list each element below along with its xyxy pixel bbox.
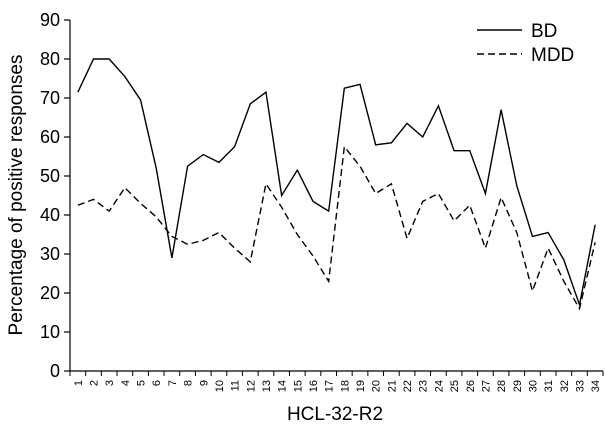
y-tick-label: 80 (40, 49, 60, 69)
series-line-mdd (77, 145, 596, 311)
x-tick-label: 24 (433, 380, 445, 392)
y-tick-label: 20 (40, 283, 60, 303)
x-tick-label: 16 (308, 380, 320, 392)
x-tick-label: 1 (73, 380, 85, 386)
y-tick-label: 30 (40, 244, 60, 264)
x-tick-label: 7 (167, 380, 179, 386)
x-tick-label: 33 (574, 380, 586, 392)
y-tick-label: 60 (40, 127, 60, 147)
legend-mdd-label: MDD (531, 45, 574, 66)
x-tick-label: 12 (245, 380, 257, 392)
x-tick-label: 28 (496, 380, 508, 392)
x-tick-label: 19 (355, 380, 367, 392)
x-tick-label: 10 (214, 380, 226, 392)
y-tick-label: 10 (40, 322, 60, 342)
x-tick-label: 11 (230, 380, 242, 391)
x-tick-label: 29 (512, 380, 524, 392)
x-tick-label: 13 (261, 380, 273, 392)
x-tick-label: 9 (198, 380, 210, 386)
x-tick-label: 22 (402, 380, 414, 392)
x-tick-label: 17 (324, 380, 336, 392)
x-tick-label: 30 (527, 380, 539, 392)
legend-bd-label: BD (531, 21, 557, 42)
x-axis-title: HCL-32-R2 (287, 404, 383, 425)
x-tick-label: 2 (89, 380, 101, 386)
x-tick-label: 34 (590, 380, 602, 392)
y-tick-label: 40 (40, 205, 60, 225)
y-tick-label: 0 (50, 361, 60, 381)
x-tick-label: 4 (120, 380, 132, 386)
x-tick-label: 27 (480, 380, 492, 392)
x-tick-label: 32 (559, 380, 571, 392)
x-tick-label: 21 (386, 380, 398, 392)
x-tick-label: 14 (277, 380, 289, 392)
x-tick-label: 6 (151, 380, 163, 386)
series-line-bd (77, 58, 596, 308)
x-tick-label: 26 (465, 380, 477, 392)
x-tick-label: 18 (339, 380, 351, 392)
y-axis-title: Percentage of positive responses (6, 55, 27, 336)
x-tick-label: 25 (449, 380, 461, 392)
x-tick-label: 5 (136, 380, 148, 386)
x-tick-label: 23 (418, 380, 430, 392)
y-tick-label: 90 (40, 10, 60, 30)
y-tick-label: 50 (40, 166, 60, 186)
x-tick-label: 31 (543, 380, 555, 392)
x-tick-label: 8 (183, 380, 195, 386)
x-tick-label: 20 (371, 380, 383, 392)
series-lines (77, 58, 596, 311)
x-tick-label: 3 (104, 380, 116, 386)
y-tick-label: 70 (40, 88, 60, 108)
legend: BD MDD (477, 21, 574, 66)
x-tick-label: 15 (292, 380, 304, 392)
